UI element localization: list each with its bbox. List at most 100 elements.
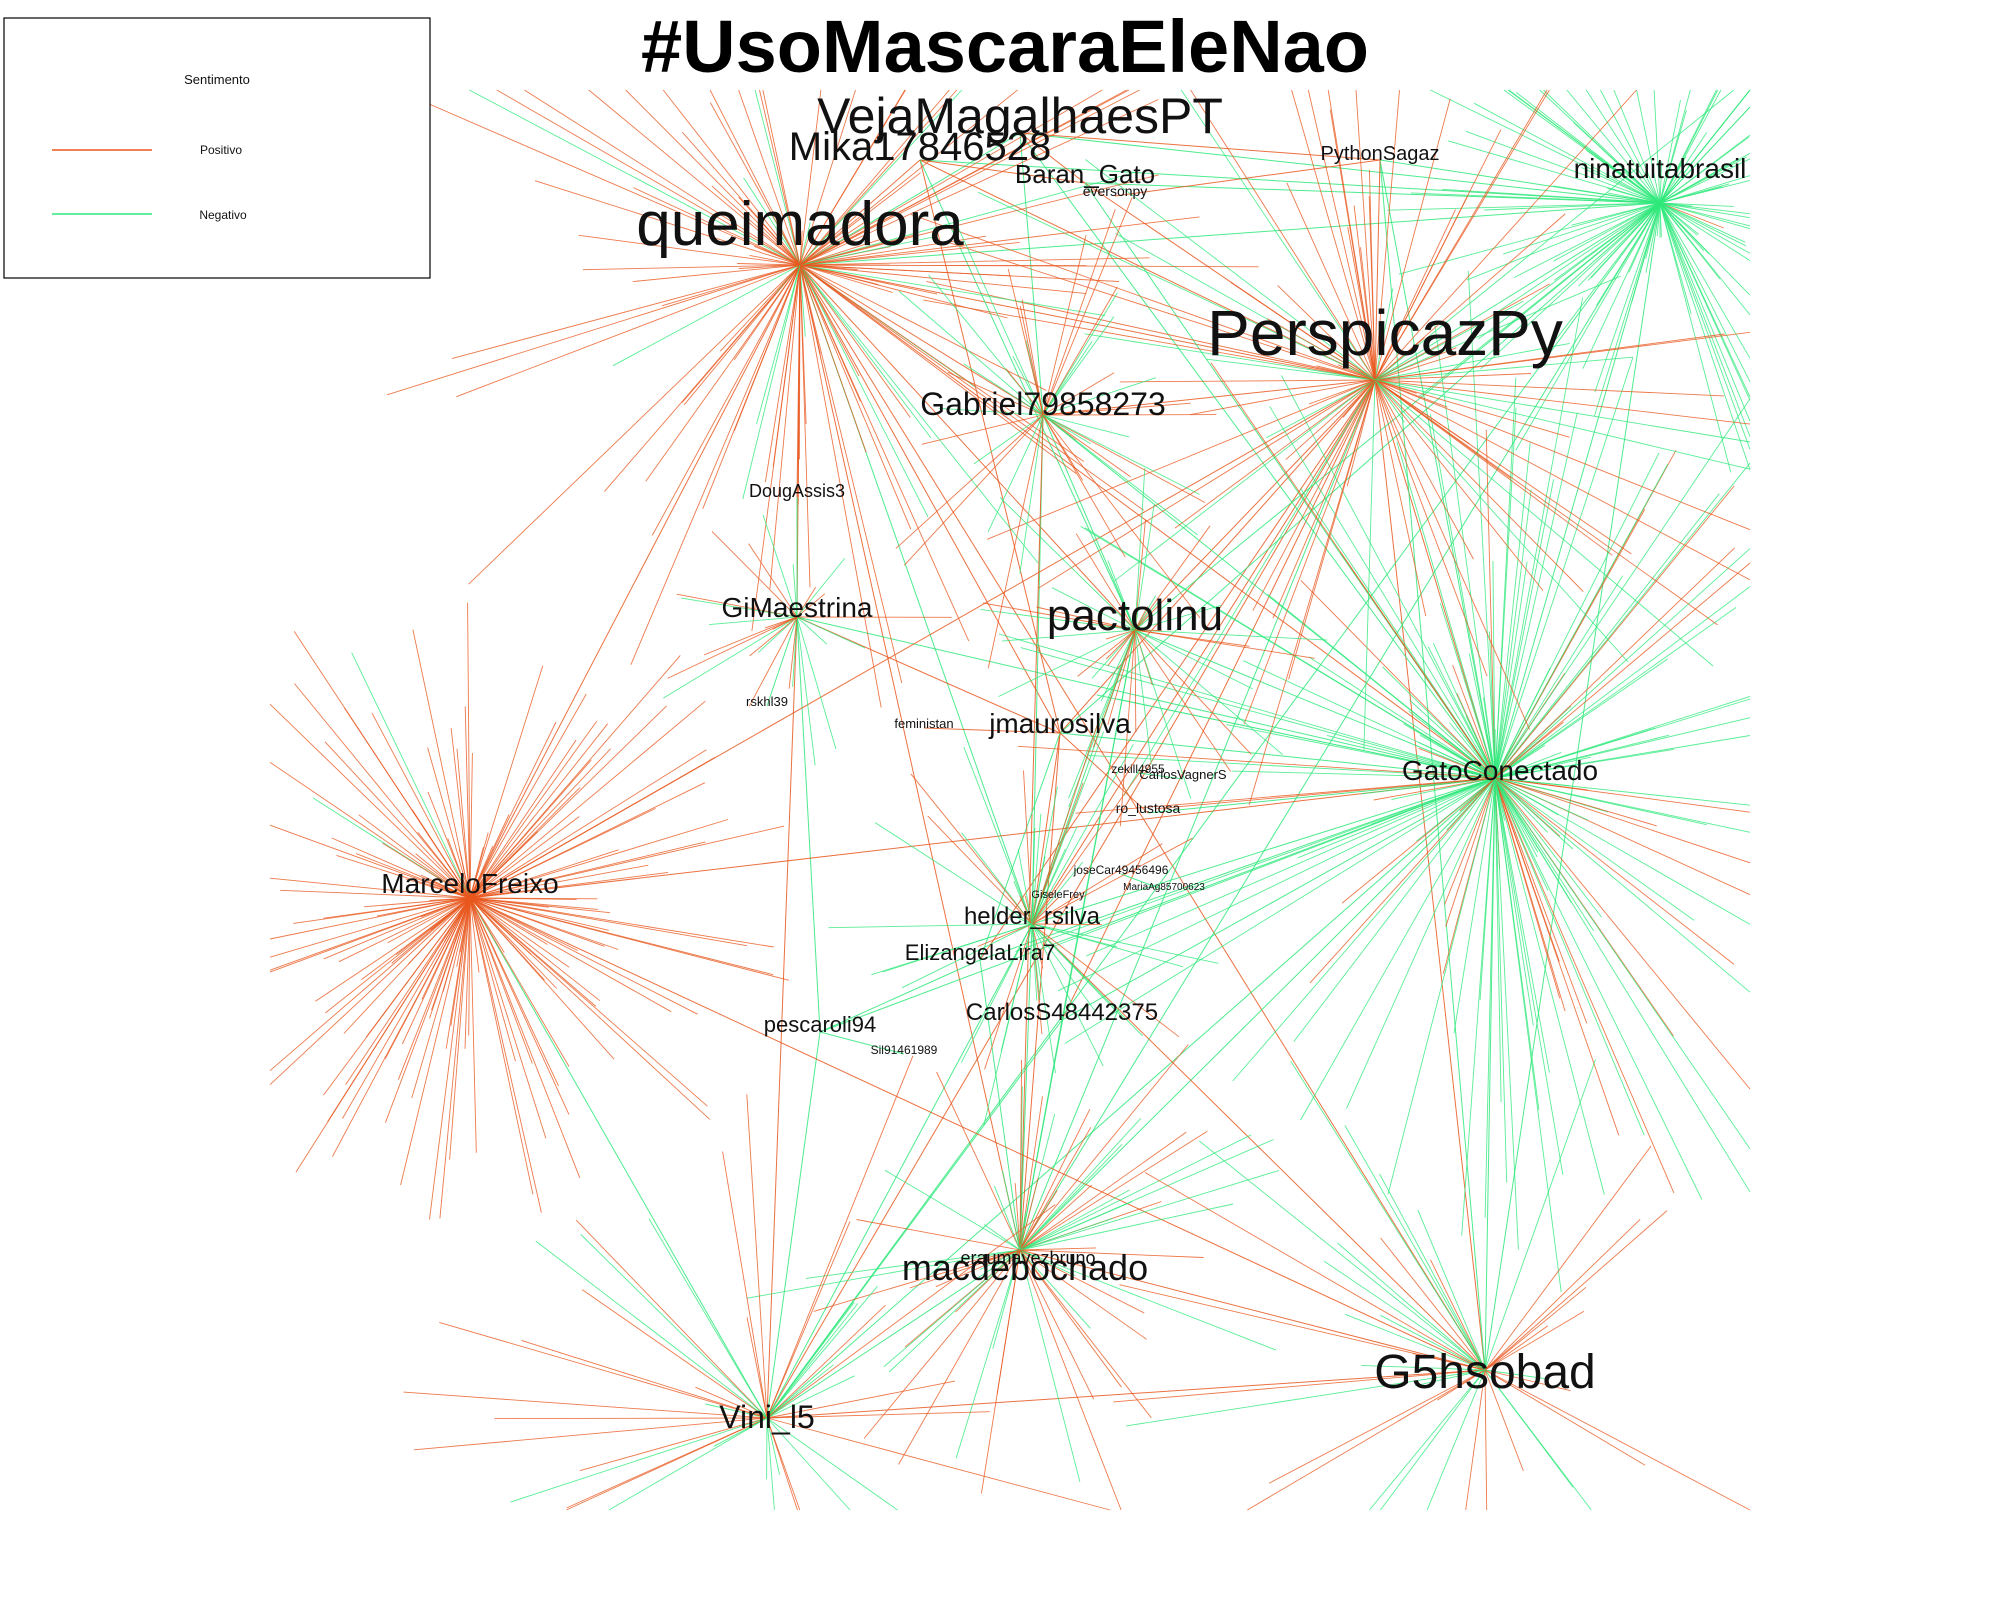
hub-edge-queimadora-76 [683,264,801,406]
hub-edge-MarceloFreixo-42 [469,897,747,947]
hub-edge-PerspicazPy-15 [1374,275,1621,381]
edge-neg-76 [819,959,981,1033]
hub-edge-G5hsobad-22 [1290,1060,1486,1371]
hub-edge-pactolinu-7 [1134,629,1315,659]
hub-edge-G5hsobad-37 [1412,1352,1486,1371]
edge-pos-5 [799,264,1061,734]
hub-edge-G5hsobad-1 [1344,1313,1486,1371]
hub-edge-queimadora-109 [756,264,801,425]
hub-edge-helder_rsilva-42 [1000,923,1033,1052]
node-label-mariaag: MariaAg85700623 [1123,882,1205,893]
hub-edge-MarceloFreixo-37 [469,897,609,931]
hub-edge-ninatuitabrasil-76 [1585,89,1661,204]
hub-edge-Vini_l5-34 [766,1303,859,1419]
hub-edge-pactolinu-29 [1001,629,1136,642]
hub-edge-PerspicazPy-12 [1230,281,1376,381]
hub-edge-G5hsobad-38 [1415,1369,1486,1387]
edge-neg-80 [766,1031,821,1419]
hub-edge-Vini_l5-10 [766,1375,855,1419]
hub-edge-GatoConectado-70 [1492,560,1496,779]
hub-edge-GatoConectado-47 [1479,777,1496,1001]
hub-edge-GatoConectado-147 [1494,777,1751,1193]
hub-edge-PerspicazPy-45 [1291,89,1376,381]
hub-edge-Gabriel79858273-2 [1007,268,1044,416]
hub-edge-ninatuitabrasil-101 [1572,121,1661,204]
hub-edge-queimadora-97 [799,264,811,588]
hub-edge-PerspicazPy-48 [1374,209,1456,381]
hub-edge-macdebochado-48 [898,1249,1021,1465]
hub-edge-PerspicazPy-67 [987,379,1376,540]
hub-edge-G5hsobad-20 [1380,1237,1486,1371]
hub-edge-GatoConectado-94 [1494,777,1751,806]
hub-edge-GatoConectado-114 [1494,777,1605,1195]
hub-edge-Vini_l5-11 [766,1417,801,1511]
hub-edge-MarceloFreixo-143 [371,712,471,899]
hub-edge-queimadora-46 [799,264,1047,391]
edge-neg-65 [796,616,821,1033]
edge-pos-0 [799,264,1376,381]
hub-edge-queimadora-4 [396,89,801,266]
hub-edge-GatoConectado-75 [1494,777,1561,999]
hub-edge-queimadora-34 [799,89,856,266]
edge-neg-59 [1031,414,1044,925]
hub-edge-ninatuitabrasil-30 [1636,89,1661,204]
edge-neg-25 [1134,629,1496,779]
hub-edge-pactolinu-22 [1068,629,1136,799]
hub-edge-GiMaestrina-7 [663,616,798,699]
hub-edge-Vini_l5-4 [766,1417,775,1511]
hub-edge-PerspicazPy-65 [1353,205,1376,381]
hub-edge-GatoConectado-57 [1308,656,1496,779]
hub-edge-Vini_l5-23 [413,1417,768,1451]
node-label-vini-l5: Vini_l5 [719,1399,814,1435]
edge-pos-23 [979,379,1376,961]
hub-edge-PerspicazPy-24 [1123,379,1376,797]
hub-edge-MarceloFreixo-129 [429,897,471,1220]
hub-edge-Gabriel79858273-22 [1042,414,1206,503]
hub-edge-ninatuitabrasil-51 [1659,89,1717,204]
edge-neg-28 [979,777,1496,961]
hub-edge-GatoConectado-104 [1494,479,1555,779]
node-label-ninatuitabrasil: ninatuitabrasil [1574,153,1747,184]
hub-edge-macdebochado-9 [1019,1203,1234,1251]
hub-edge-PerspicazPy-44 [1119,379,1376,383]
hub-edge-GatoConectado-157 [1483,697,1496,779]
edge-neg-36 [1019,132,1496,779]
hub-edge-PerspicazPy-76 [1363,379,1376,750]
hub-edge-queimadora-35 [799,89,1140,266]
edge-neg-50 [1019,132,1044,416]
hub-edge-queimadora-71 [799,264,882,708]
hub-edge-queimadora-29 [633,187,801,266]
hub-edge-ninatuitabrasil-95 [1659,202,1751,261]
hub-edge-pactolinu-20 [1134,504,1155,631]
edge-neg-30 [1019,777,1496,1251]
hub-edge-MarceloFreixo-94 [469,897,598,900]
hub-edge-macdebochado-0 [1019,1189,1130,1251]
hub-edge-pactolinu-11 [1105,629,1136,660]
hub-edge-PerspicazPy-38 [1374,288,1394,381]
hub-edge-Vini_l5-32 [766,1380,956,1419]
hub-edge-G5hsobad-35 [1379,1173,1486,1371]
hub-edge-pactolinu-8 [1091,629,1136,679]
hub-edge-ninatuitabrasil-36 [1653,89,1661,204]
node-label-ro-lustosa: ro_lustosa [1116,800,1181,816]
hub-edge-MarceloFreixo-105 [469,819,729,899]
hub-edge-ninatuitabrasil-6 [1659,110,1687,204]
hub-edge-queimadora-23 [799,264,1039,564]
hub-edge-GatoConectado-50 [1494,777,1589,821]
hub-edge-PerspicazPy-83 [1374,89,1400,381]
edge-pos-84 [469,897,1486,1371]
hub-edge-MarceloFreixo-76 [469,897,559,1086]
edge-pos-49 [1019,132,1381,161]
hub-edge-G5hsobad-9 [1484,1369,1574,1488]
node-label-giselefrey: GiseleFrey [1031,889,1085,901]
hub-edge-helder_rsilva-24 [984,923,1033,1070]
hub-edge-G5hsobad-11 [1380,1314,1486,1371]
hub-edge-GatoConectado-77 [1494,548,1751,779]
hub-edge-MarceloFreixo-84 [469,897,672,1013]
edge-pos-10 [799,264,1136,631]
hub-edge-GatoConectado-155 [1494,777,1645,1136]
hub-edge-GatoConectado-134 [1396,441,1496,779]
hub-edge-PerspicazPy-3 [1308,379,1376,405]
hub-edge-macdebochado-20 [1019,1109,1091,1251]
